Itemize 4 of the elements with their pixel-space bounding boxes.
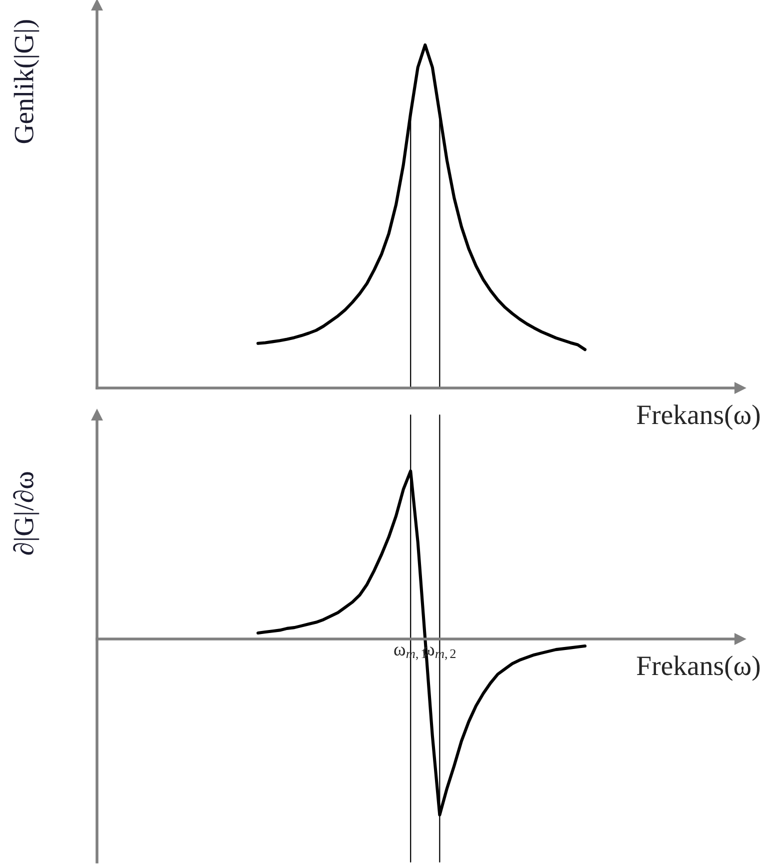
x-axis-title: Frekans(ω) — [636, 656, 760, 681]
y-axis-title: ∂|G|/∂ω — [13, 472, 40, 555]
x-axis-title: Frekans(ω) — [636, 404, 760, 430]
y-axis-title: Genlik(|G|) — [14, 20, 40, 144]
